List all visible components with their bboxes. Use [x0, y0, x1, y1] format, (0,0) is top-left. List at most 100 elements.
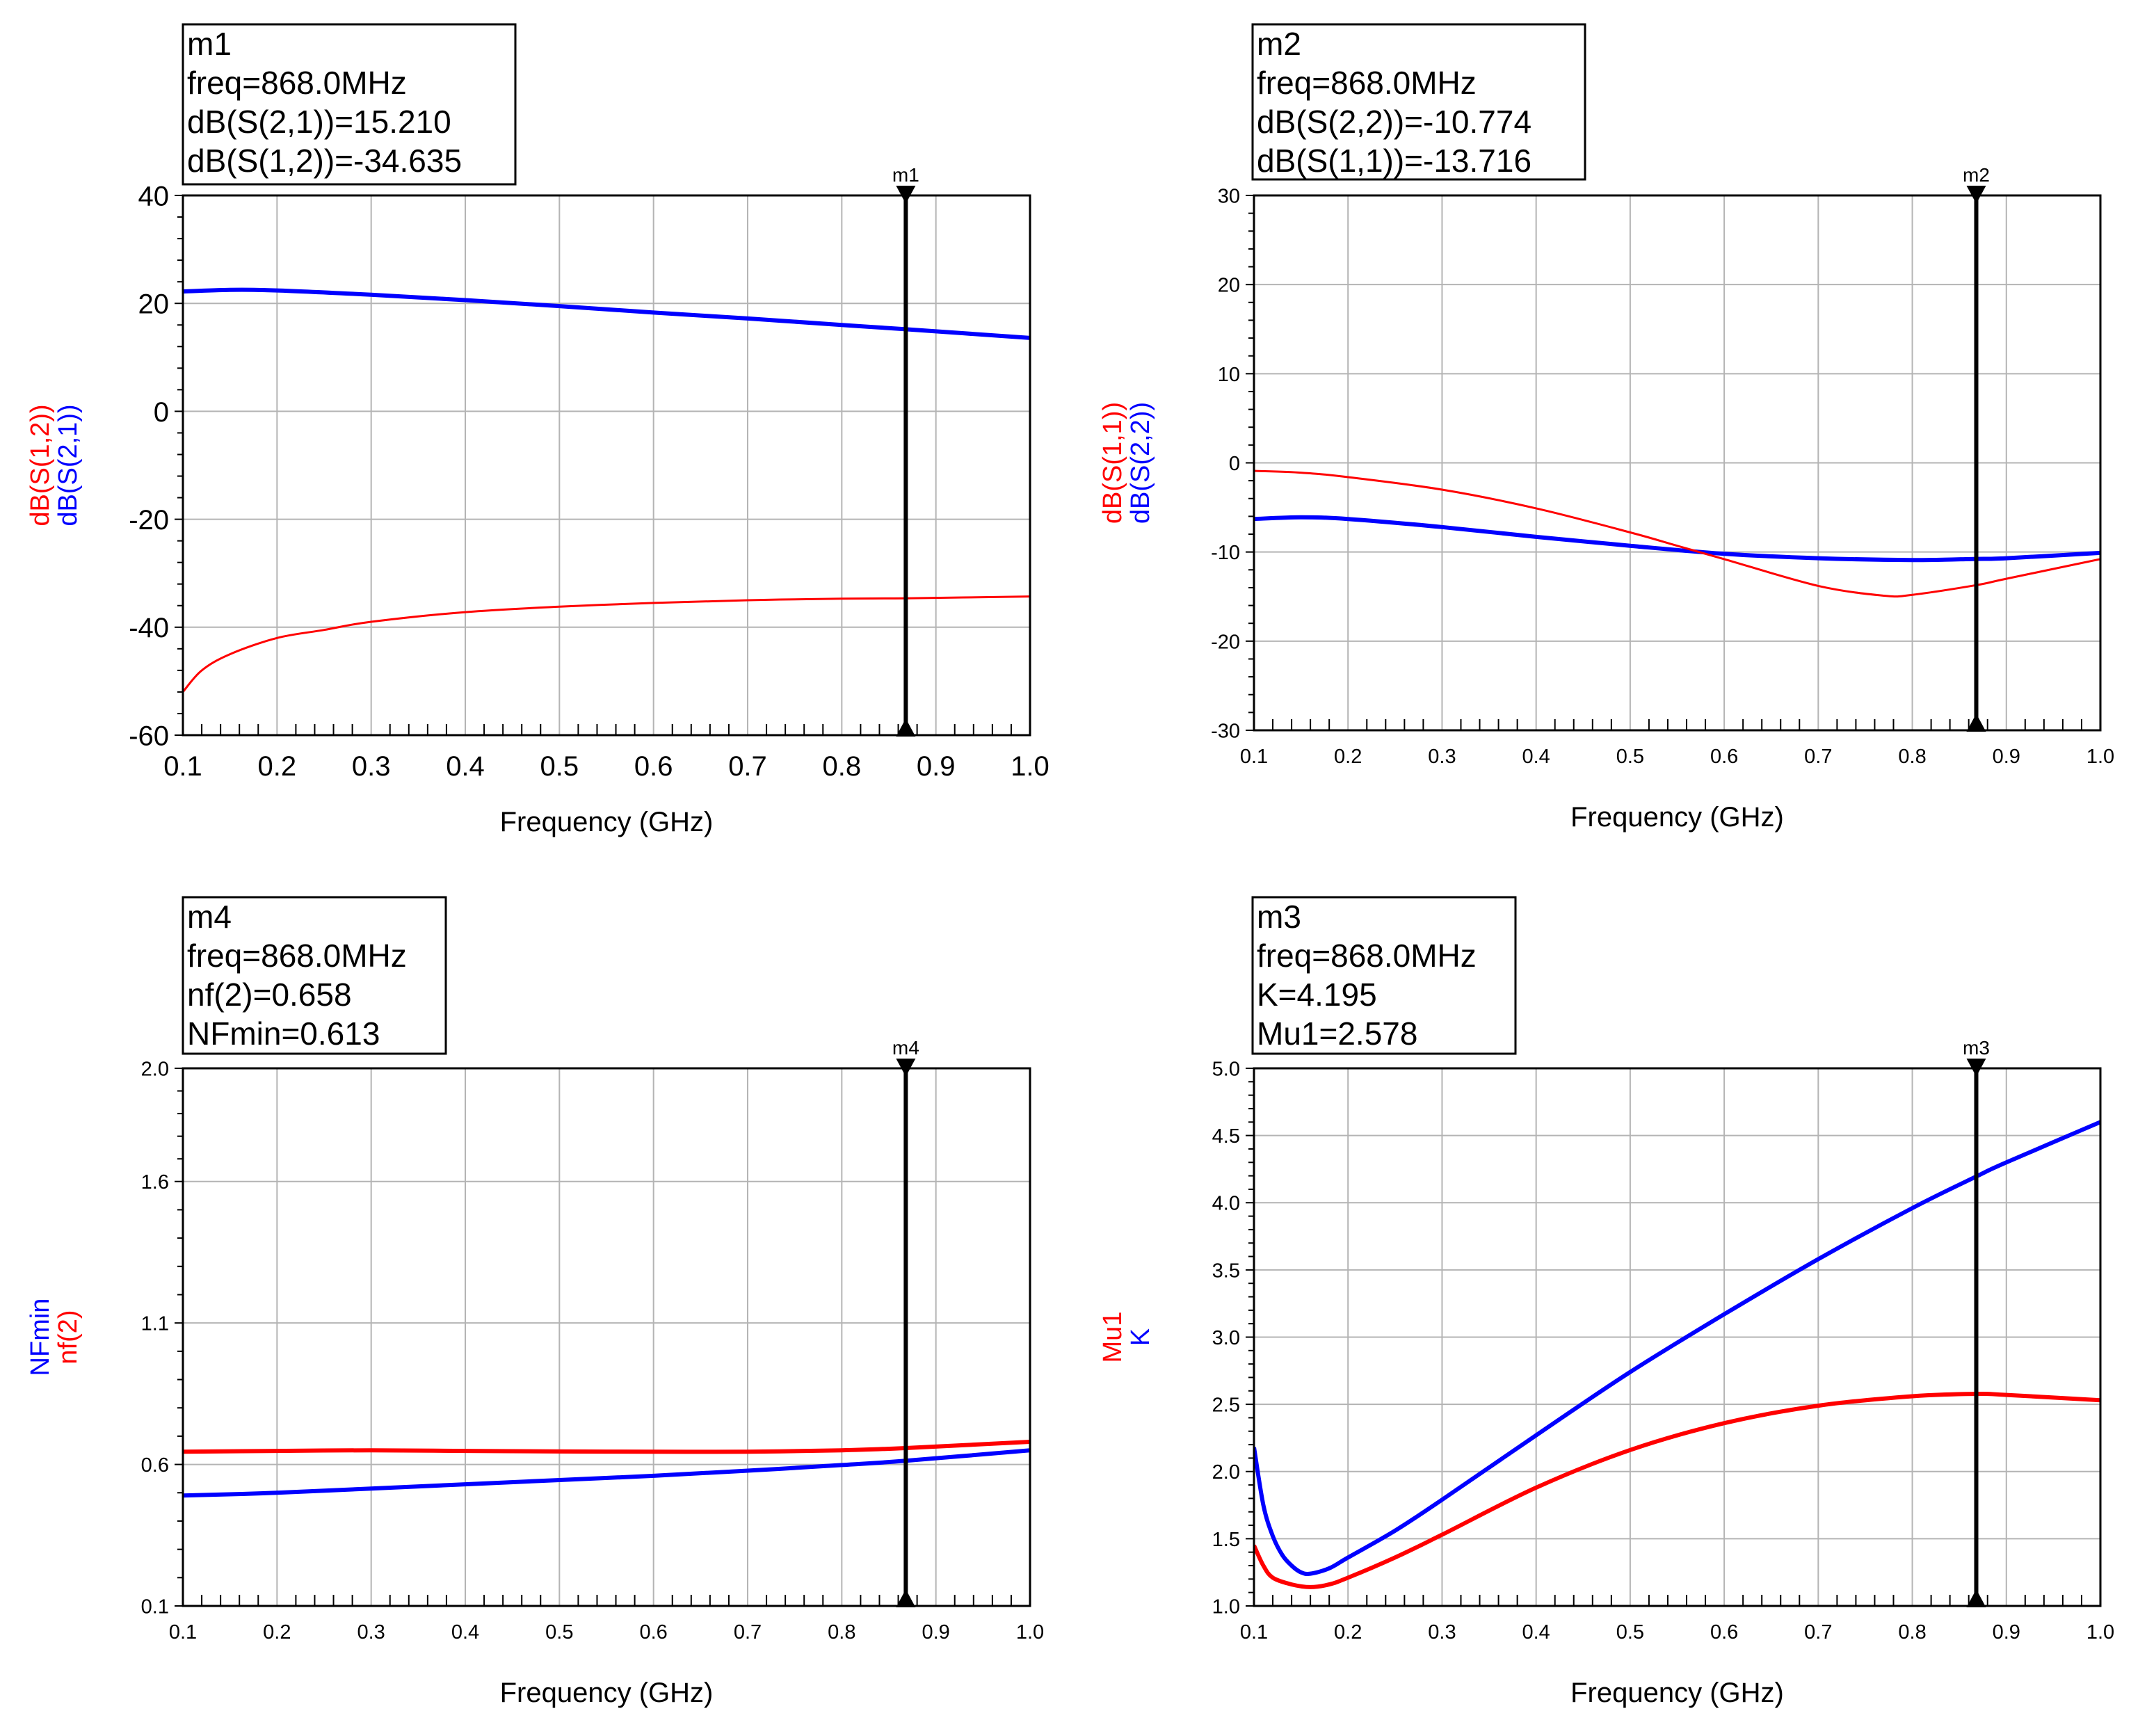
- y-axis-label: K: [1126, 1328, 1155, 1346]
- x-tick-label: 1.0: [1016, 1621, 1044, 1643]
- y-tick-label: -40: [129, 613, 169, 643]
- x-tick-label: 0.9: [1993, 746, 2020, 768]
- y-tick-label: 10: [1218, 364, 1240, 386]
- marker-top-triangle-icon[interactable]: [1966, 186, 1986, 204]
- series-line-db-s-1-2: [183, 595, 1030, 693]
- chart-s21-s12: 0.1 0.2 0.3 0.4 0.5 0.6 0.7 0.8 0.9 1.0 -60 -40 -20 0…: [26, 23, 1050, 837]
- x-tick-label: 0.5: [540, 751, 579, 782]
- x-tick-label: 0.5: [545, 1621, 573, 1643]
- x-tick-label: 0.6: [640, 1621, 668, 1643]
- y-tick-label: 2.0: [1212, 1461, 1240, 1484]
- series-line-nfmin: [183, 1448, 1030, 1498]
- marker-readout-line: m3: [1257, 899, 1301, 935]
- x-tick-label: 0.6: [1710, 746, 1738, 768]
- y-axis-label: dB(S(1,1)): [1098, 402, 1127, 524]
- marker-label: m1: [892, 164, 919, 186]
- marker-label: m4: [892, 1037, 919, 1059]
- chart-noise-figure: 0.1 0.2 0.3 0.4 0.5 0.6 0.7 0.8 0.9 1.0 0.1 0.6 1.1 1…: [26, 896, 1044, 1708]
- y-axis-label: dB(S(1,2)): [26, 404, 55, 526]
- x-tick-label: 0.1: [1240, 746, 1268, 768]
- x-tick-label: 0.3: [1428, 1621, 1456, 1643]
- x-tick-label: 0.2: [258, 751, 297, 782]
- marker-readout-box: [1251, 896, 1517, 1055]
- series-line-k: [1254, 1120, 2100, 1576]
- y-tick-label: 30: [1218, 185, 1240, 207]
- y-tick-label: -20: [1211, 631, 1240, 653]
- marker-bottom-triangle-icon[interactable]: [1966, 714, 1986, 732]
- marker-readout-line: m1: [187, 26, 232, 62]
- y-axis-label: dB(S(2,1)): [54, 404, 83, 526]
- marker-readout-line: m2: [1257, 26, 1301, 62]
- x-tick-label: 0.3: [357, 1621, 385, 1643]
- y-tick-label: 0.1: [141, 1596, 169, 1618]
- marker-readout-line: nf(2)=0.658: [187, 976, 352, 1013]
- y-tick-label: 2.5: [1212, 1395, 1240, 1417]
- x-tick-label: 0.1: [1240, 1621, 1268, 1643]
- marker-top-triangle-icon[interactable]: [896, 1059, 916, 1077]
- series-line-db-s-2-2: [1254, 515, 2100, 563]
- y-tick-label: 20: [1218, 275, 1240, 297]
- x-tick-label: 0.4: [1522, 1621, 1550, 1643]
- x-tick-label: 0.4: [451, 1621, 479, 1643]
- x-tick-label: 0.7: [1804, 1621, 1832, 1643]
- x-tick-label: 0.8: [828, 1621, 855, 1643]
- x-tick-label: 0.6: [1710, 1621, 1738, 1643]
- marker-readout-line: m4: [187, 899, 232, 935]
- x-tick-label: 0.6: [634, 751, 673, 782]
- y-tick-label: 40: [138, 181, 170, 211]
- chart-s22-s11: 0.1 0.2 0.3 0.4 0.5 0.6 0.7 0.8 0.9 1.0 -30 -20 -10 0…: [1098, 23, 2114, 833]
- x-tick-label: 0.1: [169, 1621, 197, 1643]
- marker-readout-line: dB(S(2,1))=15.210: [187, 104, 451, 140]
- marker-bottom-triangle-icon[interactable]: [896, 718, 916, 737]
- plot-frame: [1253, 194, 2102, 732]
- plot-frame: [182, 194, 1031, 737]
- y-axis-label: nf(2): [54, 1310, 83, 1364]
- marker-readout-line: freq=868.0MHz: [187, 938, 407, 974]
- x-tick-label: 0.8: [1898, 1621, 1926, 1643]
- x-axis-label: Frequency (GHz): [1570, 1678, 1784, 1708]
- series-line-mu1: [1254, 1391, 2100, 1589]
- x-tick-label: 0.4: [446, 751, 485, 782]
- marker-readout-box: [182, 896, 447, 1055]
- y-tick-label: 0: [154, 397, 169, 428]
- y-tick-label: 2.0: [141, 1058, 169, 1080]
- y-axis-label: NFmin: [26, 1299, 55, 1376]
- y-tick-label: 3.0: [1212, 1327, 1240, 1349]
- x-tick-label: 0.9: [922, 1621, 950, 1643]
- marker-readout-line: Mu1=2.578: [1257, 1015, 1417, 1052]
- plot-frame: [182, 1067, 1031, 1607]
- x-tick-label: 0.7: [1804, 746, 1832, 768]
- x-tick-label: 1.0: [1011, 751, 1050, 782]
- x-axis-label: Frequency (GHz): [500, 807, 714, 837]
- marker-bottom-triangle-icon[interactable]: [1966, 1589, 1986, 1607]
- x-tick-label: 0.1: [163, 751, 202, 782]
- x-tick-label: 0.4: [1522, 746, 1550, 768]
- marker-readout-line: freq=868.0MHz: [1257, 65, 1477, 101]
- y-axis-label: dB(S(2,2)): [1126, 402, 1155, 524]
- marker-readout-box: [182, 23, 517, 186]
- y-tick-label: -60: [129, 721, 169, 751]
- y-tick-label: 1.5: [1212, 1529, 1240, 1551]
- y-tick-label: 1.1: [141, 1313, 169, 1335]
- x-tick-label: 0.2: [1334, 746, 1362, 768]
- y-tick-label: -30: [1211, 720, 1240, 742]
- x-axis-label: Frequency (GHz): [1570, 802, 1784, 833]
- marker-readout-line: dB(S(1,2))=-34.635: [187, 143, 462, 179]
- series-line-db-s-1-1: [1254, 469, 2100, 598]
- y-tick-label: 1.6: [141, 1171, 169, 1194]
- marker-top-triangle-icon[interactable]: [896, 186, 916, 204]
- x-tick-label: 1.0: [2086, 1621, 2114, 1643]
- y-tick-label: -20: [129, 505, 169, 536]
- chart-stability: 0.1 0.2 0.3 0.4 0.5 0.6 0.7 0.8 0.9 1.0 1.0 1.5 2.0 2…: [1098, 896, 2114, 1708]
- marker-top-triangle-icon[interactable]: [1966, 1059, 1986, 1077]
- marker-bottom-triangle-icon[interactable]: [896, 1589, 916, 1607]
- plot-frame: [1253, 1067, 2102, 1607]
- marker-readout-line: dB(S(2,2))=-10.774: [1257, 104, 1531, 140]
- x-tick-label: 1.0: [2086, 746, 2114, 768]
- x-tick-label: 0.8: [823, 751, 862, 782]
- x-axis-label: Frequency (GHz): [500, 1678, 714, 1708]
- marker-label: m2: [1963, 164, 1990, 186]
- y-tick-label: 0.6: [141, 1454, 169, 1477]
- x-tick-label: 0.7: [728, 751, 767, 782]
